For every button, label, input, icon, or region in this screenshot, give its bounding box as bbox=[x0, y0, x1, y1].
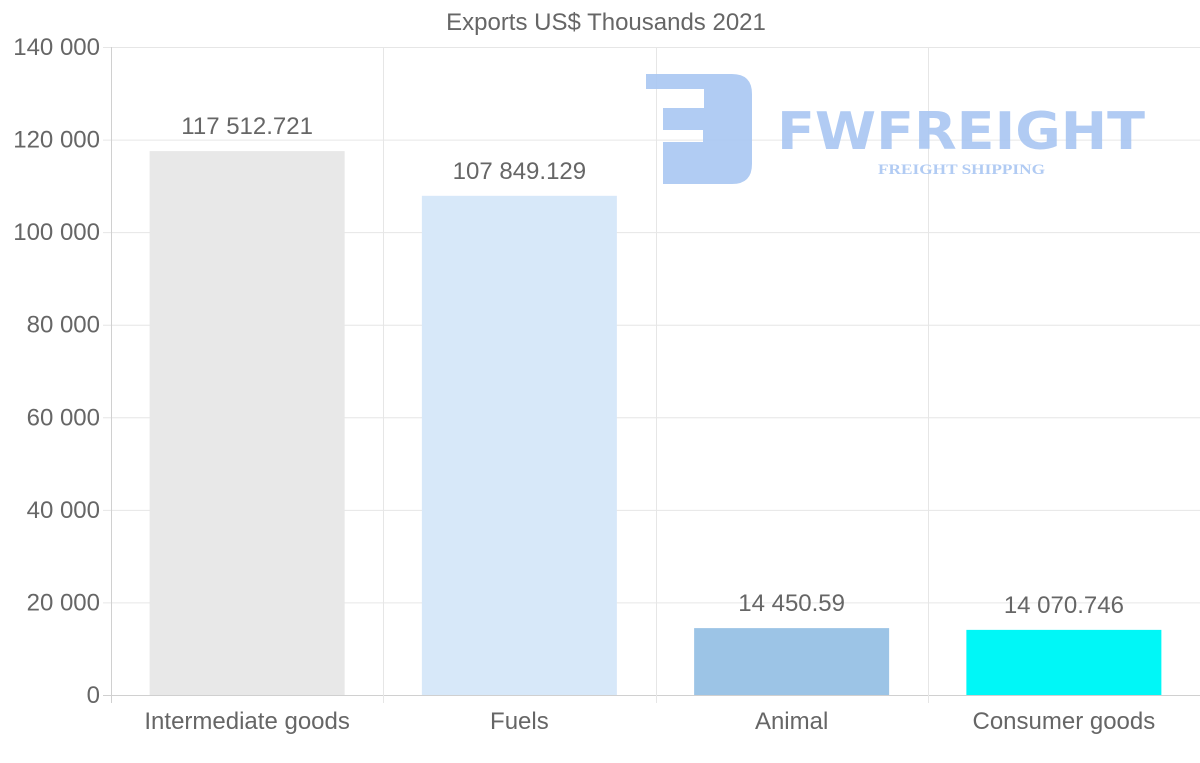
bar bbox=[149, 151, 345, 695]
bar bbox=[694, 628, 890, 695]
y-tick-label: 100 000 bbox=[13, 219, 100, 246]
y-tick-label: 80 000 bbox=[27, 312, 100, 339]
x-tick-label: Fuels bbox=[490, 708, 549, 735]
bar bbox=[421, 195, 617, 695]
logo-brand-text: FWFREIGHT bbox=[777, 102, 1146, 162]
y-tick-label: 140 000 bbox=[13, 34, 100, 61]
watermark-logo: FWFREIGHT FREIGHT SHIPPING bbox=[646, 74, 1146, 184]
x-tick-label: Consumer goods bbox=[972, 708, 1155, 735]
y-tick-label: 60 000 bbox=[27, 404, 100, 431]
data-label: 107 849.129 bbox=[453, 158, 586, 185]
logo-mark-icon bbox=[646, 74, 752, 184]
bar bbox=[966, 629, 1162, 695]
y-tick-label: 20 000 bbox=[27, 589, 100, 616]
x-tick-label: Animal bbox=[755, 708, 828, 735]
y-tick-label: 0 bbox=[87, 682, 100, 709]
axes: 0 20 000 40 000 60 000 80 000 100 000 120 000 1… bbox=[13, 34, 1155, 735]
chart-title: Exports US$ Thousands 2021 bbox=[446, 9, 766, 36]
data-label: 14 450.59 bbox=[738, 590, 845, 617]
y-tick-label: 120 000 bbox=[13, 127, 100, 154]
x-tick-label: Intermediate goods bbox=[144, 708, 349, 735]
data-label: 14 070.746 bbox=[1004, 592, 1124, 619]
bars: 117 512.721 107 849.129 14 450.59 14 070.74… bbox=[149, 113, 1162, 695]
logo-tagline-text: FREIGHT SHIPPING bbox=[878, 162, 1045, 178]
y-tick-label: 40 000 bbox=[27, 497, 100, 524]
data-label: 117 512.721 bbox=[181, 113, 313, 140]
